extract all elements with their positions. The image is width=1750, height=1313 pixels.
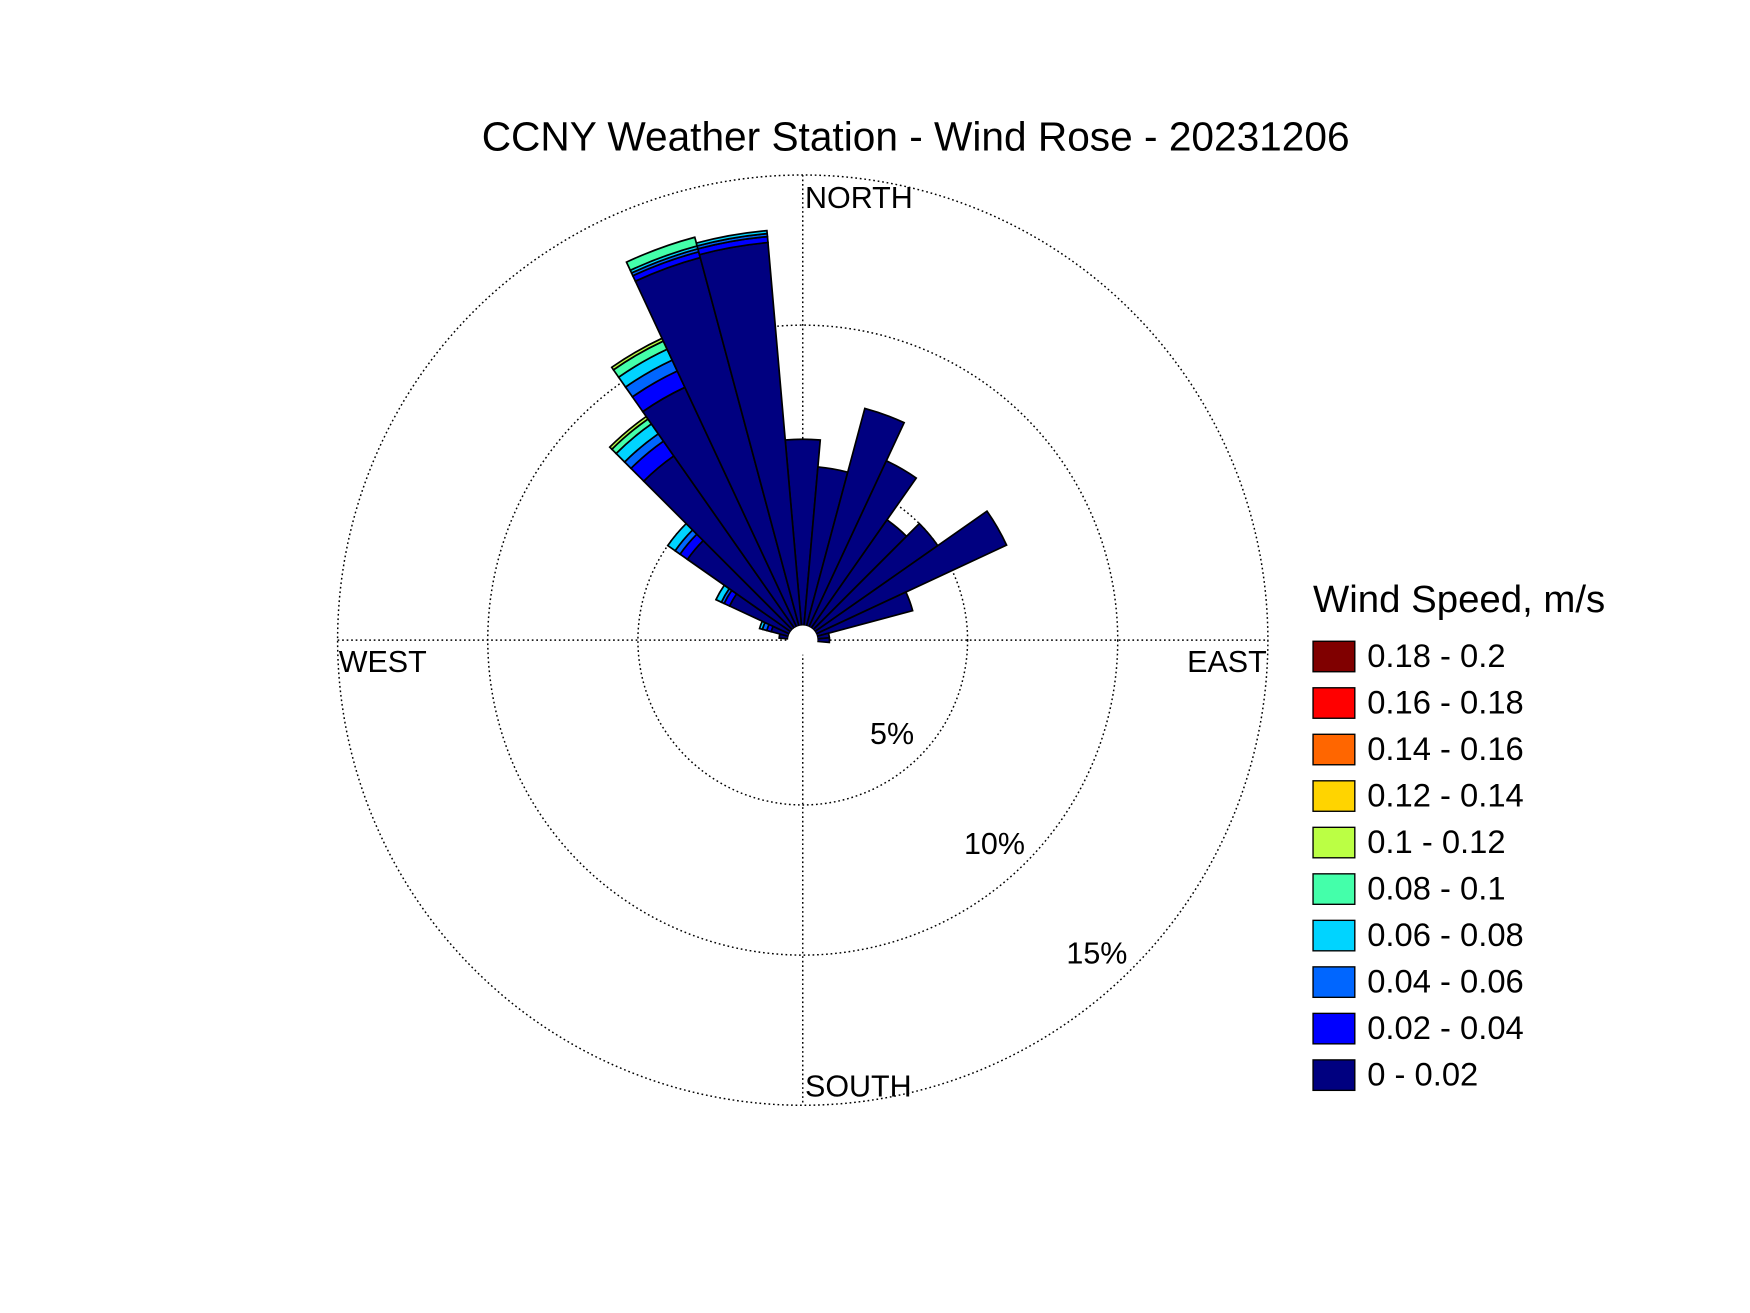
legend-label: 0.04 - 0.06 xyxy=(1367,962,1524,999)
legend-swatch xyxy=(1312,640,1356,673)
legend-swatch xyxy=(1312,919,1356,952)
legend-label: 0.14 - 0.16 xyxy=(1367,730,1524,767)
labels: 5% 10% 15% NORTH EAST SOUTH WEST xyxy=(339,181,1267,1104)
direction-label: NORTH xyxy=(805,181,913,215)
grid-circle xyxy=(637,474,969,806)
legend-swatch xyxy=(1312,687,1356,719)
bar-segment xyxy=(695,229,769,247)
legend-swatch xyxy=(1312,966,1356,999)
legend-label: 0.16 - 0.18 xyxy=(1367,683,1524,720)
legend-label: 0 - 0.02 xyxy=(1367,1055,1478,1092)
legend-swatch xyxy=(1312,826,1356,859)
legend-swatch xyxy=(1312,873,1356,905)
direction-label: EAST xyxy=(1187,645,1267,679)
legend-label: 0.02 - 0.04 xyxy=(1367,1009,1524,1046)
chart-title: CCNY Weather Station - Wind Rose - 20231… xyxy=(482,114,1350,160)
direction-label: WEST xyxy=(339,645,427,679)
legend-title: Wind Speed, m/s xyxy=(1313,578,1605,621)
legend-label: 0.08 - 0.1 xyxy=(1367,869,1505,906)
bar-segment xyxy=(816,636,831,644)
r-tick-label: 5% xyxy=(870,717,914,751)
direction-label: SOUTH xyxy=(805,1069,912,1103)
legend-label: 0.06 - 0.08 xyxy=(1367,916,1524,953)
legend: 0 - 0.02 0.02 - 0.04 0.04 - 0.06 0.06 - 0.0… xyxy=(1312,637,1524,1092)
legend-label: 0.1 - 0.12 xyxy=(1367,823,1505,860)
legend-label: 0.18 - 0.2 xyxy=(1367,637,1505,674)
r-tick-label: 15% xyxy=(1066,937,1127,971)
legend-label: 0.12 - 0.14 xyxy=(1367,776,1524,813)
r-tick-label: 10% xyxy=(964,827,1025,861)
legend-swatch xyxy=(1312,733,1356,766)
legend-swatch xyxy=(1312,1012,1356,1045)
center-hole xyxy=(788,625,818,655)
legend-swatch xyxy=(1312,780,1356,812)
bars xyxy=(608,229,1008,655)
legend-swatch xyxy=(1312,1059,1356,1092)
